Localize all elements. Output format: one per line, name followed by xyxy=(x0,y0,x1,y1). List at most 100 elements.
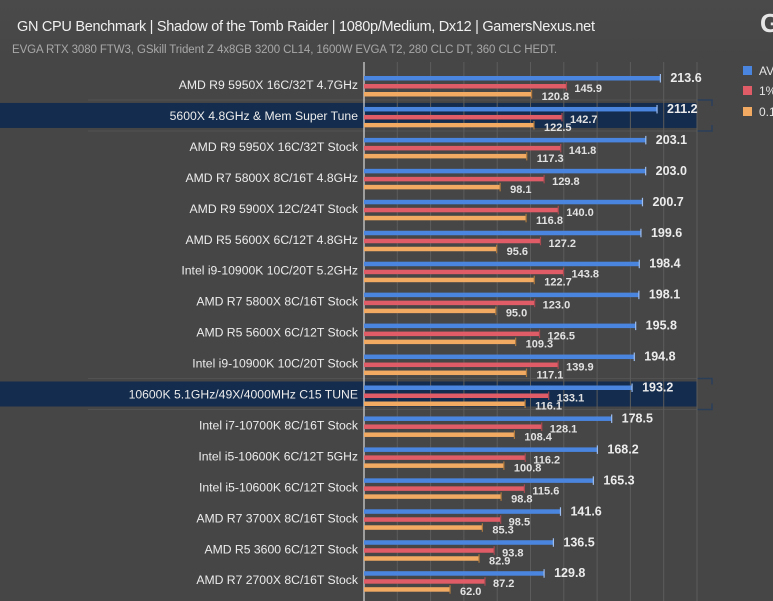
value-label-low1: 143.8 xyxy=(572,269,600,281)
legend-swatch-avg xyxy=(743,66,752,75)
bar-avg xyxy=(364,106,658,112)
category-label: Intel i5-10600K 6C/12T Stock xyxy=(199,480,359,494)
value-label-avg: 213.6 xyxy=(670,71,701,85)
value-label-low1: 115.6 xyxy=(532,485,559,497)
value-label-avg: 195.8 xyxy=(646,319,677,333)
bar-avg xyxy=(364,323,636,329)
bar-low01 xyxy=(364,432,515,437)
value-label-low1: 129.8 xyxy=(552,176,580,188)
value-label-low01: 116.8 xyxy=(536,215,563,227)
value-label-low01: 120.8 xyxy=(542,91,570,103)
value-label-low01: 95.6 xyxy=(507,246,528,258)
bar-low01 xyxy=(364,92,532,97)
value-label-low01: 108.4 xyxy=(524,431,552,443)
value-label-avg: 203.0 xyxy=(656,164,687,178)
bar-low01 xyxy=(364,122,534,128)
bar-low1 xyxy=(364,393,549,398)
value-label-low01: 117.1 xyxy=(536,370,563,382)
highlight-bracket xyxy=(697,99,713,132)
bar-avg xyxy=(364,230,641,236)
value-label-low1: 126.5 xyxy=(548,331,576,343)
bar-low01 xyxy=(364,370,527,376)
bar-avg xyxy=(364,540,554,545)
bar-low01 xyxy=(364,153,527,159)
value-label-low1: 123.0 xyxy=(543,300,571,312)
value-label-low01: 122.5 xyxy=(544,122,572,134)
value-label-low1: 141.8 xyxy=(569,145,597,157)
bar-low1 xyxy=(364,331,540,337)
bar-avg xyxy=(364,509,561,514)
value-label-low01: 100.8 xyxy=(514,462,542,474)
bar-low1 xyxy=(364,145,561,151)
bar-low1 xyxy=(364,300,535,306)
value-label-low01: 95.0 xyxy=(506,308,527,320)
value-label-low1: 133.1 xyxy=(557,393,585,405)
value-label-low1: 139.9 xyxy=(566,362,594,374)
value-label-avg: 168.2 xyxy=(607,442,638,456)
category-label: AMD R9 5950X 16C/32T 4.7GHz xyxy=(179,78,358,92)
value-label-low01: 122.7 xyxy=(544,277,572,289)
value-label-avg: 178.5 xyxy=(622,411,653,425)
bar-avg xyxy=(364,447,598,452)
bar-low01 xyxy=(364,463,504,468)
value-label-avg: 200.7 xyxy=(652,195,683,209)
bar-avg xyxy=(364,416,612,421)
bar-avg xyxy=(364,261,640,267)
value-label-low1: 142.7 xyxy=(570,114,598,126)
category-label: AMD R7 5800X 8C/16T Stock xyxy=(196,295,359,309)
bar-low1 xyxy=(364,238,541,244)
category-label: Intel i9-10900K 10C/20T 5.2GHz xyxy=(181,264,358,278)
legend-label-low01: 0.1 xyxy=(759,105,773,119)
bar-avg xyxy=(364,571,545,576)
bar-low01 xyxy=(364,556,480,561)
bar-low1 xyxy=(364,548,495,553)
value-label-avg: 194.8 xyxy=(644,350,675,364)
value-label-avg: 165.3 xyxy=(603,473,634,487)
value-label-avg: 203.1 xyxy=(656,133,687,147)
value-label-avg: 211.2 xyxy=(667,102,698,116)
bar-low1 xyxy=(364,517,501,522)
value-label-low1: 128.1 xyxy=(550,423,578,435)
legend-swatch-low01 xyxy=(743,107,752,116)
chart-subtitle: EVGA RTX 3080 FTW3, GSkill Trident Z 4x8… xyxy=(12,44,557,56)
value-label-low1: 140.0 xyxy=(566,207,594,219)
header-background xyxy=(0,0,773,60)
category-label: Intel i9-10900K 10C/20T Stock xyxy=(192,357,359,371)
category-label: AMD R5 3600 6C/12T Stock xyxy=(204,542,358,556)
category-label: AMD R5 5600X 6C/12T Stock xyxy=(196,326,359,340)
value-label-low01: 85.3 xyxy=(492,524,513,536)
bar-low01 xyxy=(364,246,497,252)
value-label-low1: 98.5 xyxy=(509,516,530,528)
value-label-low1: 127.2 xyxy=(548,238,576,250)
value-label-low01: 98.8 xyxy=(511,493,532,505)
bar-avg xyxy=(364,168,646,174)
bar-low01 xyxy=(364,494,502,499)
bar-low1 xyxy=(364,207,559,213)
value-label-avg: 198.4 xyxy=(649,257,680,271)
category-label: Intel i5-10600K 6C/12T 5GHz xyxy=(198,449,358,463)
labels-layer: AMD R9 5950X 16C/32T 4.7GHz 213.6 145.9 120… xyxy=(129,71,702,598)
value-label-avg: 129.8 xyxy=(554,566,585,580)
bar-low01 xyxy=(364,277,535,283)
value-label-avg: 198.1 xyxy=(649,288,680,302)
bar-low01 xyxy=(364,339,516,345)
category-label: 10600K 5.1GHz/49X/4000MHz C15 TUNE xyxy=(129,388,358,402)
bar-low1 xyxy=(364,579,485,584)
value-label-low01: 116.1 xyxy=(535,401,562,413)
category-label: AMD R9 5900X 12C/24T Stock xyxy=(190,202,359,216)
value-label-avg: 193.2 xyxy=(642,381,673,395)
bar-low01 xyxy=(364,308,496,314)
bar-avg xyxy=(364,137,646,143)
bar-low1 xyxy=(364,455,526,460)
category-label: AMD R9 5950X 16C/32T Stock xyxy=(190,140,359,154)
bar-low1 xyxy=(364,362,559,368)
bar-low01 xyxy=(364,184,501,190)
value-label-low1: 116.2 xyxy=(533,454,560,466)
value-label-low01: 82.9 xyxy=(489,555,510,567)
bar-low01 xyxy=(364,401,526,406)
bar-avg xyxy=(364,354,635,360)
bar-avg xyxy=(364,76,661,81)
legend-label-low1: 1% xyxy=(759,84,773,98)
category-label: AMD R7 5800X 8C/16T 4.8GHz xyxy=(185,171,358,185)
